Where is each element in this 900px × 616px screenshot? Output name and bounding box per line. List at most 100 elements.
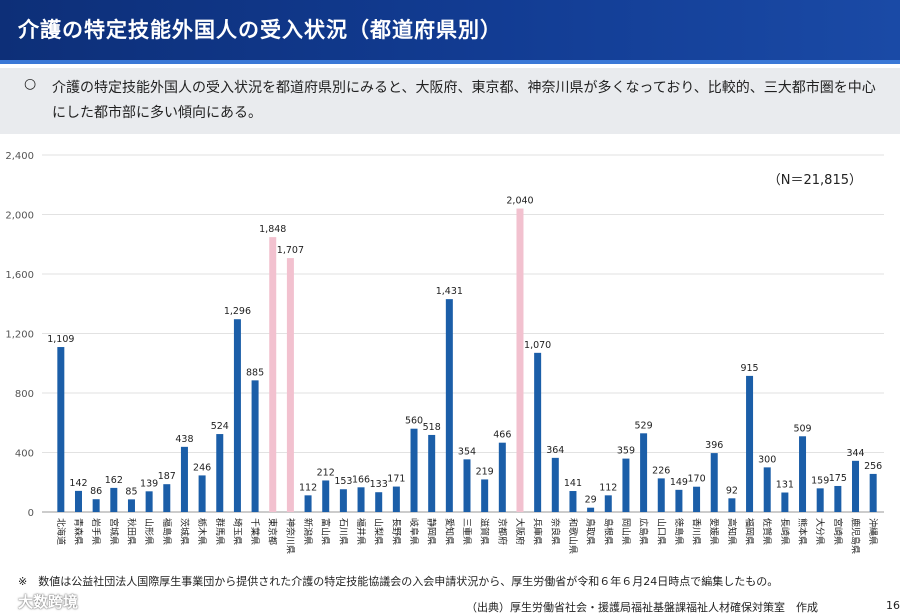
bar-愛媛県 (710, 453, 718, 512)
bar-富山県 (322, 480, 330, 512)
value-label: 364 (546, 445, 564, 456)
x-tick-label: 北海道 (55, 518, 67, 545)
value-label: 344 (846, 448, 864, 459)
bar-熊本県 (799, 436, 807, 512)
x-tick-label: 大分県 (814, 518, 826, 545)
value-label: 354 (458, 446, 476, 457)
x-tick-label: 三重県 (461, 518, 473, 545)
bar-徳島県 (675, 489, 683, 512)
y-tick-label: 800 (15, 389, 34, 400)
y-tick-label: 2,000 (5, 211, 34, 222)
value-label: 162 (105, 475, 123, 486)
value-label: 518 (423, 422, 441, 433)
value-label: 359 (617, 446, 635, 457)
value-label: 915 (740, 363, 758, 374)
x-tick-label: 鹿児島県 (850, 518, 862, 554)
x-tick-label: 青森県 (72, 518, 84, 545)
value-label: 131 (776, 480, 794, 491)
x-tick-label: 佐賀県 (761, 518, 773, 545)
bar-宮崎県 (834, 485, 842, 512)
x-tick-label: 長野県 (390, 518, 401, 545)
bar-香川県 (693, 486, 701, 512)
header-stripe (0, 60, 900, 64)
bar-神奈川県 (286, 258, 294, 512)
bar-長崎県 (781, 492, 789, 512)
value-label: 1,296 (224, 306, 251, 317)
value-label: 1,431 (436, 286, 463, 297)
x-tick-label: 山口県 (655, 518, 666, 545)
x-tick-label: 秋田県 (125, 518, 137, 545)
value-label: 226 (652, 465, 670, 476)
value-label: 92 (726, 485, 738, 496)
bar-茨城県 (180, 446, 188, 512)
bar-広島県 (640, 433, 648, 512)
x-tick-label: 鳥取県 (585, 518, 597, 545)
x-tick-label: 徳島県 (673, 518, 685, 545)
x-tick-label: 富山県 (320, 518, 332, 545)
bar-青森県 (74, 490, 82, 512)
bar-鳥取県 (587, 507, 595, 512)
page-title: 介護の特定技能外国人の受入状況（都道府県別） (18, 18, 502, 42)
watermark-logo: 大数跨境 (18, 593, 79, 611)
x-tick-label: 香川県 (691, 518, 702, 545)
bar-沖縄県 (869, 473, 877, 512)
bar-新潟県 (304, 495, 312, 512)
x-tick-label: 滋賀県 (479, 518, 491, 545)
x-tick-label: 千葉県 (249, 518, 261, 545)
x-tick-label: 岩手県 (90, 518, 102, 545)
x-tick-label: 岐阜県 (408, 518, 420, 545)
bar-福岡県 (746, 375, 754, 512)
value-label: 560 (405, 416, 423, 427)
x-tick-label: 奈良県 (549, 518, 561, 545)
value-label: 256 (864, 461, 882, 472)
bar-岐阜県 (410, 428, 418, 512)
footnote: ※ 数値は公益社団法人国際厚生事業団から提供された介護の特定技能協議会の入会申請… (18, 575, 779, 588)
bar-岩手県 (92, 499, 100, 512)
x-tick-label: 愛媛県 (708, 518, 720, 545)
bar-鹿児島県 (852, 460, 860, 512)
value-label: 187 (158, 471, 176, 482)
x-tick-label: 岡山県 (620, 518, 631, 545)
bar-兵庫県 (534, 352, 542, 512)
summary-bullet: ○ (24, 76, 37, 92)
x-tick-label: 埼玉県 (231, 518, 243, 545)
bar-静岡県 (428, 434, 436, 512)
bar-奈良県 (551, 457, 559, 512)
chart-x-labels: 北海道 青森県 岩手県 宮城県 秋田県 山形県 福島県 茨城県 栃木県 群馬県 埼玉県 千葉県 東京都神… (55, 518, 879, 554)
bar-埼玉県 (233, 319, 241, 512)
value-label: 212 (317, 467, 335, 478)
summary-box: ○ 介護の特定技能外国人の受入状況を都道府県別にみると、大阪府、東京都、神奈川県… (0, 68, 900, 134)
value-label: 1,070 (524, 340, 551, 351)
bar-山形県 (145, 491, 153, 512)
bar-群馬県 (216, 434, 224, 512)
value-label: 396 (705, 440, 723, 451)
y-tick-label: 1,200 (5, 330, 34, 341)
value-label: 529 (635, 420, 653, 431)
value-label: 139 (140, 478, 158, 489)
x-tick-label: 福岡県 (744, 518, 756, 545)
value-label: 29 (585, 495, 597, 506)
value-label: 142 (69, 478, 87, 489)
value-label: 159 (811, 475, 829, 486)
x-tick-label: 東京都 (267, 518, 279, 545)
x-tick-label: 福井県 (355, 518, 367, 545)
chart-y-axis: 0 400 800 1,200 1,600 2,000 2,400 (5, 151, 34, 519)
x-tick-label: 高知県 (726, 518, 738, 545)
bar-岡山県 (622, 458, 630, 512)
x-tick-label: 神奈川県 (284, 518, 296, 554)
value-label: 170 (688, 474, 706, 485)
bar-石川県 (339, 489, 347, 512)
bar-滋賀県 (481, 479, 489, 512)
value-label: 885 (246, 367, 264, 378)
x-tick-label: 沖縄県 (867, 518, 879, 545)
bar-三重県 (463, 459, 471, 512)
value-label: 175 (829, 473, 847, 484)
x-tick-label: 山梨県 (373, 518, 385, 545)
bar-和歌山県 (569, 491, 577, 512)
value-label: 112 (299, 482, 317, 493)
value-label: 524 (211, 421, 229, 432)
page-number: 16 (886, 599, 900, 612)
x-tick-label: 愛知県 (443, 518, 455, 545)
